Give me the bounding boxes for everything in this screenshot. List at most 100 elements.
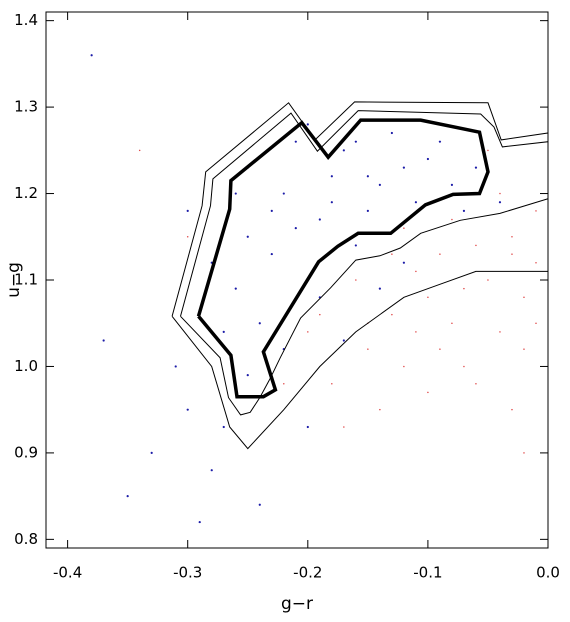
scatter-point xyxy=(378,287,381,290)
y-tick-label: 0.8 xyxy=(14,530,38,548)
scatter-point xyxy=(451,218,453,221)
scatter-point xyxy=(474,166,478,169)
scatter-point xyxy=(402,166,405,169)
scatter-point xyxy=(475,244,477,247)
scatter-point xyxy=(511,236,513,238)
scatter-point xyxy=(210,469,213,472)
scatter-point xyxy=(414,201,417,204)
scatter-point xyxy=(511,408,513,411)
scatter-point xyxy=(450,183,454,187)
x-tick-label: -0.4 xyxy=(53,564,82,582)
scatter-point xyxy=(246,373,249,377)
scatter-point xyxy=(367,348,369,350)
scatter-point xyxy=(498,201,502,204)
scatter-point xyxy=(391,313,393,316)
scatter-point xyxy=(403,365,405,368)
scatter-point xyxy=(487,149,489,152)
scatter-point xyxy=(330,175,333,178)
scatter-point xyxy=(330,201,333,204)
scatter-point xyxy=(439,253,441,255)
scatter-point xyxy=(390,131,393,135)
scatter-point xyxy=(138,149,141,152)
scatter-point xyxy=(499,331,501,333)
scatter-point xyxy=(258,322,261,325)
scatter-point xyxy=(343,426,345,428)
scatter-point xyxy=(283,382,285,385)
scatter-point xyxy=(535,322,537,324)
scatter-point xyxy=(379,408,381,411)
scatter-point xyxy=(102,339,105,342)
scatter-point xyxy=(366,175,369,178)
contour-line xyxy=(180,110,549,416)
scatter-point xyxy=(463,287,465,290)
scatter-point xyxy=(487,279,489,281)
scatter-point xyxy=(427,391,429,394)
scatter-point xyxy=(198,520,201,524)
scatter-point xyxy=(463,365,465,368)
scatter-point xyxy=(186,209,189,212)
scatter-point xyxy=(331,382,333,385)
scatter-point xyxy=(258,503,261,506)
scatter-point xyxy=(462,209,466,212)
x-tick-label: 0.0 xyxy=(536,564,560,582)
scatter-point xyxy=(126,495,129,498)
plot-frame xyxy=(45,11,549,549)
y-tick-label: 1.2 xyxy=(14,184,38,202)
x-axis-label: g−r xyxy=(281,594,313,614)
scatter-point xyxy=(318,218,321,221)
scatter-point xyxy=(403,227,405,229)
scatter-point xyxy=(535,210,537,212)
scatter-point xyxy=(451,322,453,324)
x-tick-label: -0.2 xyxy=(293,564,322,582)
scatter-point xyxy=(535,261,537,264)
scatter-point xyxy=(246,235,249,238)
scatter-point xyxy=(427,296,429,299)
scatter-point xyxy=(306,425,309,429)
scatter-point xyxy=(415,270,417,273)
scatter-point xyxy=(402,261,405,264)
scatter-point xyxy=(342,339,345,342)
scatter-point xyxy=(234,287,237,290)
scatter-point xyxy=(307,331,309,333)
scatter-point xyxy=(355,279,357,281)
scatter-point xyxy=(354,244,357,247)
scatter-point xyxy=(354,140,357,143)
scatter-point xyxy=(475,382,477,385)
scatter-point xyxy=(90,54,93,57)
y-tick-label: 1.0 xyxy=(14,357,38,375)
scatter-point xyxy=(378,183,381,187)
y-tick-label: 1.1 xyxy=(14,271,38,289)
y-tick-label: 0.9 xyxy=(14,443,38,461)
contour-line xyxy=(171,101,549,450)
scatter-point xyxy=(523,296,525,299)
scatter-point xyxy=(319,313,321,316)
x-tick-label: -0.3 xyxy=(173,564,202,582)
scatter-point xyxy=(150,451,153,455)
y-tick-label: 1.4 xyxy=(14,11,38,29)
scatter-point xyxy=(342,149,345,152)
scatter-point xyxy=(294,227,297,230)
scatter-point xyxy=(439,348,441,350)
scatter-point xyxy=(270,252,273,256)
scatter-point xyxy=(222,330,225,333)
scatter-point xyxy=(438,140,442,143)
scatter-point xyxy=(222,425,225,429)
y-axis-label: u−g xyxy=(4,262,24,298)
x-tick-label: -0.1 xyxy=(413,564,442,582)
scatter-point xyxy=(523,452,525,454)
scatter-point xyxy=(511,253,513,255)
y-tick-label: 1.3 xyxy=(14,98,38,116)
scatter-point xyxy=(186,408,189,411)
scatter-point xyxy=(391,253,393,255)
scatter-point xyxy=(282,192,285,195)
contour-line xyxy=(196,118,490,399)
scatter-point xyxy=(174,365,177,368)
scatter-point xyxy=(294,140,297,143)
scatter-point xyxy=(234,192,237,195)
scatter-point xyxy=(415,331,417,333)
scatter-point xyxy=(426,157,430,161)
scatter-point xyxy=(270,209,273,212)
scatter-point xyxy=(186,236,189,238)
scatter-point xyxy=(499,192,501,195)
